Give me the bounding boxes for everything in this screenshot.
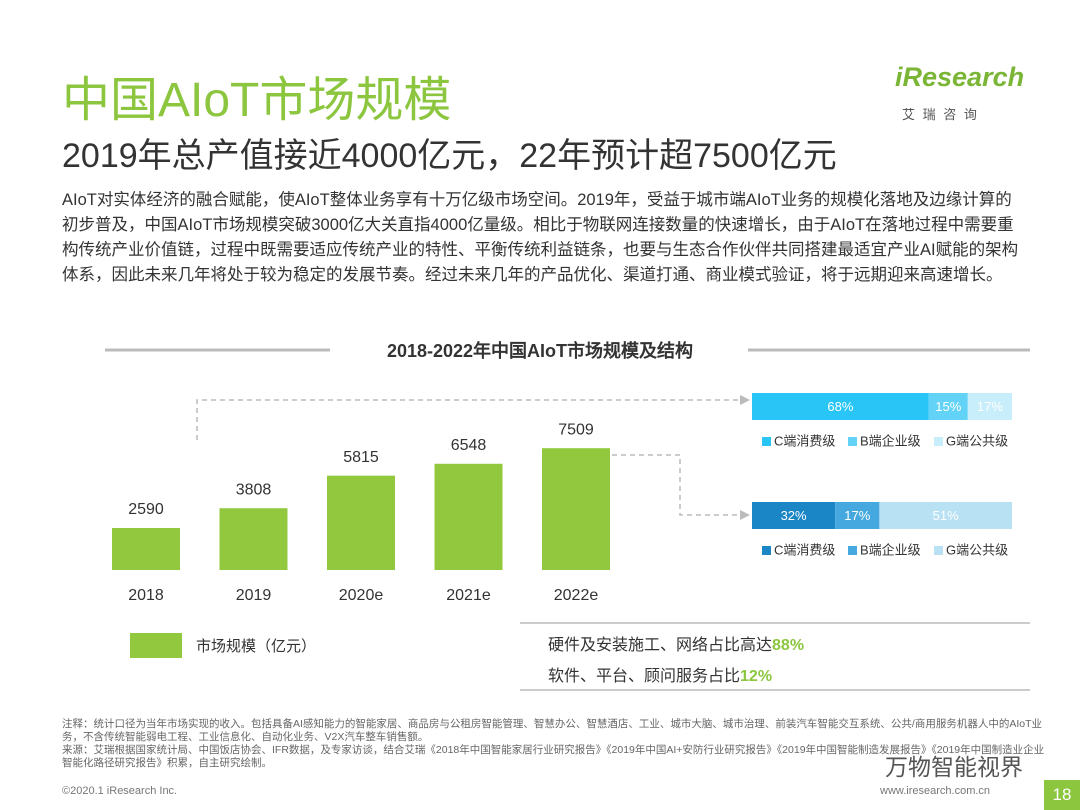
bar-segment	[835, 502, 880, 529]
arrow	[740, 395, 750, 405]
legend-swatch	[762, 437, 771, 446]
website: www.iresearch.com.cn	[880, 785, 991, 797]
bar	[542, 448, 610, 570]
arrow	[740, 510, 750, 520]
legend-swatch	[848, 437, 857, 446]
value-label: 6548	[451, 437, 487, 454]
bar-segment	[967, 393, 1012, 420]
legend-label: B端企业级	[860, 542, 921, 557]
page-number: 18	[1044, 780, 1080, 810]
legend-swatch	[934, 437, 943, 446]
legend-label: C端消费级	[774, 542, 835, 557]
value-label: 17%	[977, 399, 1003, 414]
callouts: 硬件及安装施工、网络占比高达88% 软件、平台、顾问服务占比12%	[548, 630, 804, 692]
note: 来源：艾瑞根据国家统计局、中国饭店协会、IFR数据，及专家访谈，结合艾瑞《201…	[62, 744, 1045, 769]
connector	[612, 454, 745, 516]
x-tick-label: 2018	[128, 587, 164, 604]
bar-segment	[928, 393, 968, 420]
note: 注释：统计口径为当年市场实现的收入。包括具备AI感知能力的智能家居、商品房与公租…	[62, 718, 1043, 743]
value-label: 68%	[827, 399, 853, 414]
x-tick-label: 2022e	[554, 587, 599, 604]
bar-segment	[879, 502, 1012, 529]
logo-sub: 艾 瑞 咨 询	[902, 107, 979, 122]
value-label: 32%	[781, 508, 807, 523]
connector	[196, 399, 745, 440]
callout: 硬件及安装施工、网络占比高达88%	[548, 630, 804, 661]
subtitle: 2019年总产值接近4000亿元，22年预计超7500亿元	[62, 137, 837, 175]
x-tick-label: 2020e	[339, 587, 384, 604]
value-label: 15%	[935, 399, 961, 414]
title: 中国AIoT市场规模	[62, 74, 452, 127]
callout: 软件、平台、顾问服务占比12%	[548, 661, 804, 692]
chart-title: 2018-2022年中国AIoT市场规模及结构	[387, 340, 693, 361]
legend-label: G端公共级	[946, 433, 1008, 448]
legend-label: G端公共级	[946, 542, 1008, 557]
bar	[327, 475, 395, 570]
legend-swatch	[130, 633, 182, 658]
bar-segment	[752, 502, 836, 529]
bar	[219, 508, 288, 570]
legend-label: B端企业级	[860, 433, 921, 448]
callout-text: 硬件及安装施工、网络占比高达	[548, 637, 773, 654]
callout-highlight: 12%	[740, 668, 773, 685]
notes: 注释：统计口径为当年市场实现的收入。包括具备AI感知能力的智能家居、商品房与公租…	[62, 718, 1052, 770]
legend-label: 市场规模（亿元）	[196, 638, 316, 655]
bar	[434, 463, 503, 570]
bar-segment	[752, 393, 929, 420]
value-label: 2590	[128, 501, 164, 518]
callout-highlight: 88%	[772, 637, 805, 654]
value-label: 7509	[558, 421, 594, 438]
body-text: AIoT对实体经济的融合赋能，使AIoT整体业务享有十万亿级市场空间。2019年…	[62, 191, 1019, 284]
bar	[112, 527, 180, 570]
value-label: 51%	[933, 508, 959, 523]
copyright: ©2020.1 iResearch Inc.	[62, 785, 178, 797]
value-label: 3808	[236, 481, 272, 498]
legend-swatch	[762, 546, 771, 555]
value-label: 17%	[844, 508, 870, 523]
value-label: 5815	[343, 449, 379, 466]
legend-swatch	[848, 546, 857, 555]
watermark: 万物智能视界	[885, 754, 1023, 780]
x-tick-label: 2021e	[446, 587, 491, 604]
x-tick-label: 2019	[236, 587, 272, 604]
logo: iResearch	[895, 62, 1025, 92]
legend-swatch	[934, 546, 943, 555]
callout-text: 软件、平台、顾问服务占比	[548, 668, 741, 685]
legend-label: C端消费级	[774, 433, 835, 448]
